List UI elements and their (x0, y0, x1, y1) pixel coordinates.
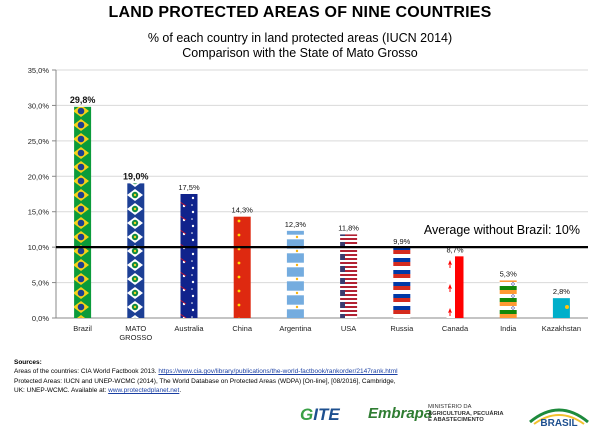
protected-planet-link[interactable]: www.protectedplanet.net (108, 387, 180, 395)
logo-strip: GITE Embrapa MINISTÉRIO DA AGRICULTURA, … (300, 402, 600, 431)
x-tick-label: GROSSO (119, 333, 152, 342)
bar-brazil (74, 106, 92, 318)
x-tick-label: Australia (174, 324, 204, 333)
y-axis-ticks: 0,0% 5,0% 10,0% 15,0% 20,0% 25,0% 30,0% 35,0% (28, 66, 50, 323)
ministry-line-1: MINISTÉRIO DA (428, 404, 472, 410)
data-label: 9,9% (393, 237, 410, 246)
bar-india (499, 280, 517, 318)
sources-heading: Sources: (14, 359, 42, 366)
bar-kazakhstan (552, 298, 570, 318)
x-tick-label: Kazakhstan (542, 324, 581, 333)
bar-mato-grosso (127, 183, 145, 318)
sources-block: Sources: Areas of the countries: CIA Wor… (14, 358, 594, 396)
sources-line-3: UK: UNEP-WCMC. Available at: www.protect… (14, 386, 594, 395)
x-tick-label: India (500, 324, 517, 333)
chart-title: LAND PROTECTED AREAS OF NINE COUNTRIES (108, 4, 492, 21)
gite-logo-rest: ITE (313, 405, 340, 424)
x-tick-label: USA (341, 324, 356, 333)
sources-line-2: Protected Areas: IUCN and UNEP-WCMC (201… (14, 377, 396, 385)
chart-subtitle-line-1: % of each country in land protected area… (147, 31, 453, 45)
y-tick-label: 10,0% (28, 243, 50, 252)
bar-chart: 0,0% 5,0% 10,0% 15,0% 20,0% 25,0% 30,0% 35,0% 2… (28, 66, 588, 342)
reference-line-group: Average without Brazil: 10% (56, 223, 588, 249)
sources-unep-text: UK: UNEP-WCMC. Available at: (14, 387, 109, 395)
bar-australia (180, 194, 198, 318)
data-label: 17,5% (178, 183, 200, 192)
gite-logo-g: G (300, 405, 314, 424)
y-tick-label: 5,0% (32, 279, 49, 288)
sources-line-3-end: . (179, 387, 182, 395)
x-tick-label: MATO (125, 324, 146, 333)
gite-logo: GITE (300, 405, 340, 425)
ministry-logo: MINISTÉRIO DA AGRICULTURA, PECUÁRIA E AB… (428, 404, 504, 424)
bar-canada (446, 256, 464, 318)
x-tick-label: China (232, 324, 252, 333)
ministry-line-3: E ABASTECIMENTO (428, 417, 484, 424)
y-tick-label: 30,0% (28, 101, 50, 110)
brasil-logo-text: BRASIL (540, 418, 577, 429)
sources-areas-text: Areas of the countries: CIA World Factbo… (14, 368, 159, 376)
bar-china (233, 216, 251, 318)
data-label: 29,8% (70, 95, 96, 105)
embrapa-logo: Embrapa (368, 405, 433, 422)
data-label: 5,3% (500, 269, 517, 278)
chart-subtitle-line-2: Comparison with the State of Mato Grosso (182, 46, 418, 60)
x-tick-label: Russia (390, 324, 414, 333)
y-tick-label: 15,0% (28, 208, 50, 217)
sources-line-1: Areas of the countries: CIA World Factbo… (14, 367, 594, 376)
x-tick-label: Canada (442, 324, 469, 333)
cia-factbook-link[interactable]: https://www.cia.gov/library/publications… (158, 368, 398, 376)
x-tick-label: Argentina (279, 324, 312, 333)
bars (74, 106, 570, 318)
brasil-government-logo: BRASIL (526, 402, 592, 430)
data-label: 12,3% (285, 220, 307, 229)
data-label: 11,8% (338, 223, 359, 232)
y-tick-label: 20,0% (28, 172, 50, 181)
y-tick-label: 25,0% (28, 137, 50, 146)
y-tick-label: 35,0% (28, 66, 50, 75)
bar-usa (340, 234, 358, 318)
bar-russia (393, 247, 411, 318)
x-tick-label: Brazil (73, 324, 92, 333)
data-label: 19,0% (123, 171, 149, 181)
data-label: 14,3% (232, 206, 254, 215)
y-tick-label: 0,0% (32, 314, 49, 323)
data-label: 2,8% (553, 287, 570, 296)
ministry-line-2: AGRICULTURA, PECUÁRIA (428, 410, 504, 417)
data-labels: 29,8% 19,0% 17,5% 14,3% 12,3% 11,8% 9,9% 8,7% 5,… (70, 95, 570, 296)
data-label: 8,7% (446, 245, 463, 254)
bar-argentina (286, 230, 304, 318)
average-reference-label: Average without Brazil: 10% (424, 223, 580, 237)
